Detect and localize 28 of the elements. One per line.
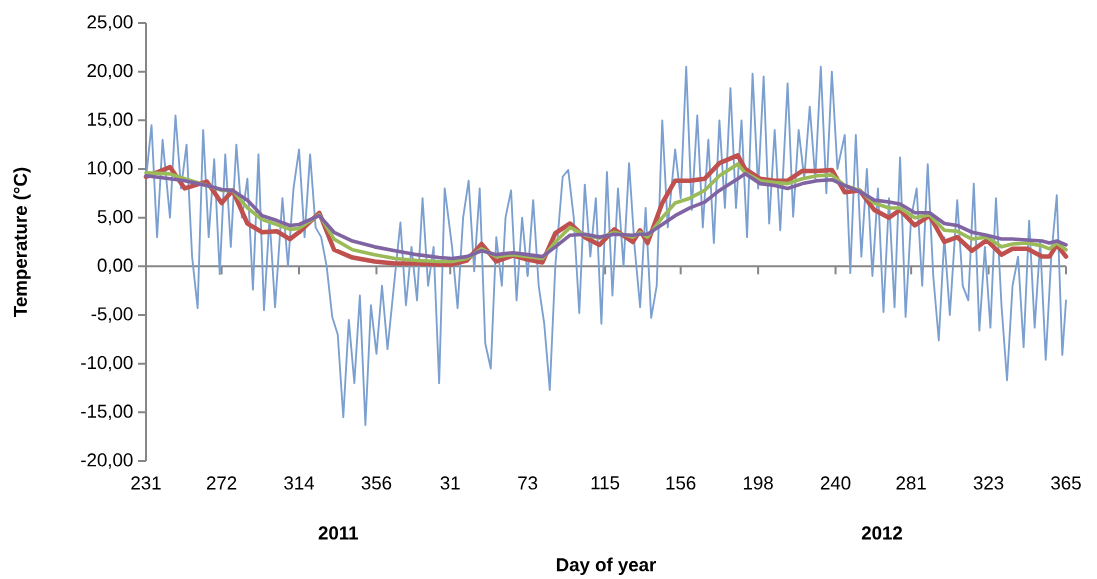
y-tick-label: 15,00 bbox=[88, 112, 133, 128]
x-tick-label: 365 bbox=[1051, 476, 1081, 490]
x-tick-label: 314 bbox=[284, 476, 315, 490]
y-axis-title: Temperature (°C) bbox=[13, 167, 31, 317]
y-tick-label: -5,00 bbox=[91, 307, 133, 323]
x-axis-title: Day of year bbox=[556, 557, 657, 575]
y-tick-label: -10,00 bbox=[81, 355, 133, 372]
x-tick-label: 281 bbox=[896, 476, 926, 490]
x-tick-label: 356 bbox=[361, 476, 392, 490]
x-tick-label: 323 bbox=[973, 476, 1004, 490]
text: 2012 bbox=[861, 526, 903, 540]
y-tick-label: 25,00 bbox=[87, 15, 133, 31]
y-tick-label: 20,00 bbox=[87, 63, 133, 80]
x-tick-label: 156 bbox=[666, 476, 696, 490]
line-series bbox=[145, 65, 1067, 426]
y-tick-label: 10,00 bbox=[88, 161, 133, 177]
x-tick-label: 31 bbox=[440, 476, 460, 490]
x-tick-label: 73 bbox=[518, 476, 538, 490]
text: 2011 bbox=[318, 526, 359, 540]
y-tick-label: 0,00 bbox=[97, 258, 133, 274]
y-tick-label: -15,00 bbox=[81, 404, 133, 420]
x-tick-label: 272 bbox=[206, 476, 237, 490]
x-tick-label: 231 bbox=[131, 476, 161, 490]
y-tick-label: 5,00 bbox=[97, 209, 133, 226]
x-tick-label: 115 bbox=[591, 476, 620, 490]
y-tick-label: -20,00 bbox=[81, 453, 133, 469]
x-tick-label: 198 bbox=[743, 476, 773, 490]
x-tick-label: 240 bbox=[820, 476, 851, 490]
